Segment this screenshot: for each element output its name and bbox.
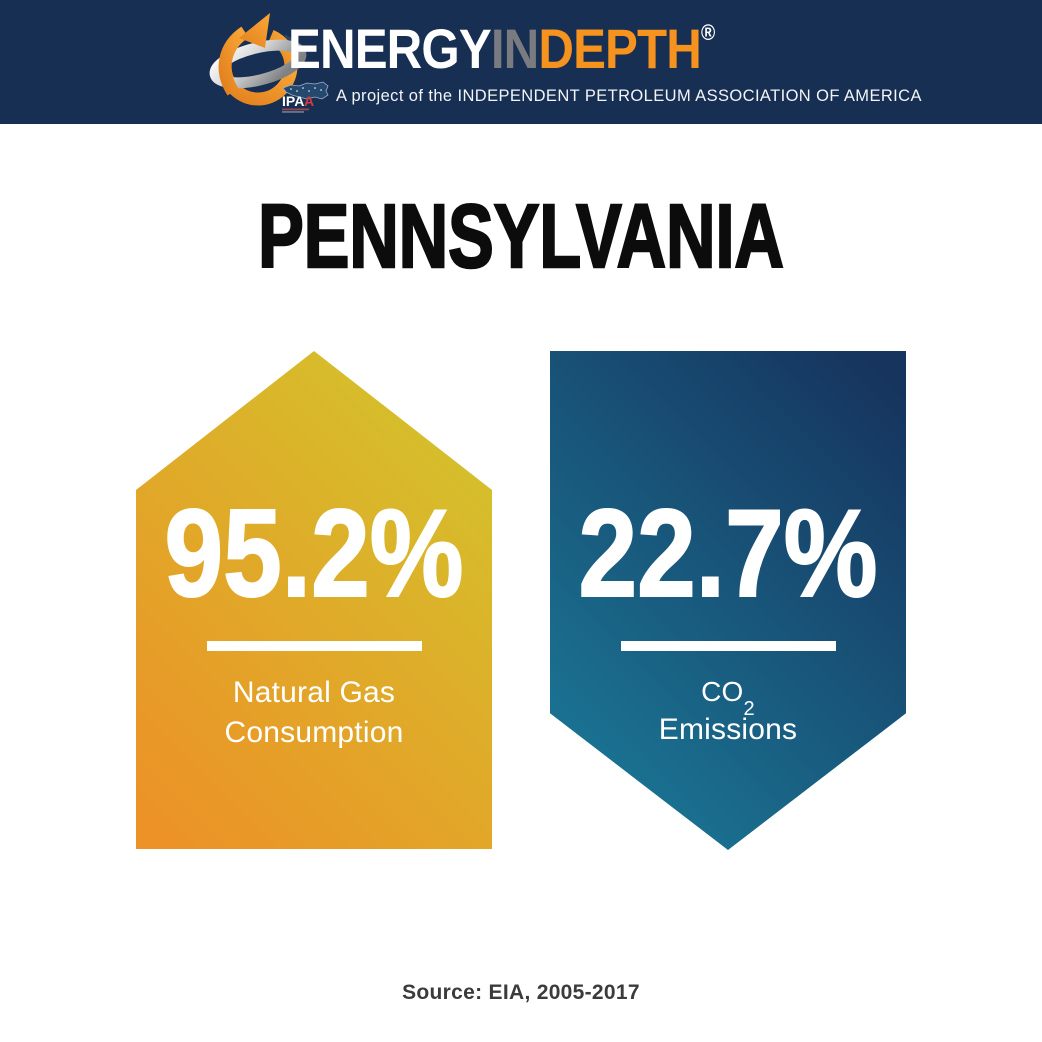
tagline-org: INDEPENDENT PETROLEUM ASSOCIATION OF AME… xyxy=(457,87,922,105)
ipaa-map-icon: IPA A xyxy=(282,81,329,113)
stat-value-natural-gas: 95.2% xyxy=(164,485,465,623)
co2-subscript: 2 xyxy=(743,698,755,720)
stat-badge-co2-emissions: 22.7% CO2 Emissions xyxy=(550,351,906,850)
header-bar: ENERGYINDEPTH® IPA A A project of the IN… xyxy=(0,0,1042,124)
tagline: A project of the INDEPENDENT PETROLEUM A… xyxy=(336,87,922,106)
stat-badge-natural-gas: 95.2% Natural Gas Consumption xyxy=(136,351,492,849)
stat-label-line1: Natural Gas xyxy=(232,676,396,709)
up-arrowhead xyxy=(239,13,270,48)
registered-mark: ® xyxy=(700,20,716,45)
brand-in: IN xyxy=(490,17,539,80)
tagline-prefix: A project of the xyxy=(336,87,458,105)
stat-label-natural-gas: Natural Gas Consumption xyxy=(136,673,492,753)
ipaa-fine-print xyxy=(282,108,309,111)
ipaa-text: IPA xyxy=(282,93,304,109)
stat-label-line2: Emissions xyxy=(658,713,798,746)
brand-energy: ENERGY xyxy=(288,17,492,80)
energy-in-depth-wordmark: ENERGYINDEPTH® xyxy=(288,20,715,90)
stat-label-co2: CO2 Emissions xyxy=(550,673,906,749)
stat-label-line2: Consumption xyxy=(224,716,404,749)
ipaa-text-accent: A xyxy=(304,93,314,109)
page-title: PENNSYLVANIA xyxy=(257,187,785,287)
ipaa-fine-print xyxy=(282,111,304,113)
stat-divider xyxy=(207,641,422,651)
stat-divider xyxy=(621,641,836,651)
eid-swirl-icon xyxy=(209,13,307,106)
source-text: Source: EIA, 2005-2017 xyxy=(402,981,640,1004)
brand-depth: DEPTH xyxy=(538,17,702,80)
co2-formula: CO2 xyxy=(701,676,755,720)
stat-value-co2: 22.7% xyxy=(578,485,879,623)
